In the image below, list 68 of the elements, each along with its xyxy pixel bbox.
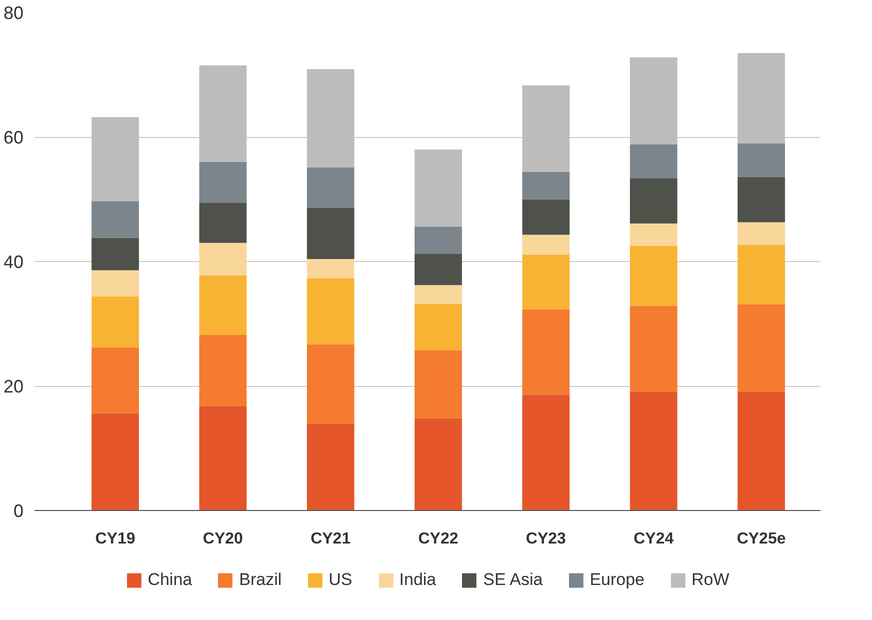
bar [306,344,354,424]
bar [738,143,785,177]
bar [92,296,139,348]
bar [630,57,678,144]
legend-label: India [399,570,436,590]
bar [414,304,462,351]
bar [738,52,785,144]
x-tick-label: CY22 [418,530,458,548]
bar [199,406,247,510]
bar [738,222,785,245]
x-tick-label: CY24 [634,530,674,548]
y-tick-label: 0 [13,501,24,521]
bar [306,69,354,168]
legend-label: RoW [692,570,730,590]
x-tick-label: CY20 [202,530,244,548]
bar [738,392,785,510]
x-tick-label: CY23 [526,530,566,548]
bar [92,201,139,238]
legend-label: US [328,570,352,590]
bar [92,347,139,414]
bar [522,172,570,200]
legend-label: Brazil [239,570,282,590]
bar [92,413,139,510]
bar [414,285,462,304]
bar [630,306,678,392]
bar [522,394,570,510]
bar [630,224,678,246]
bar [306,423,354,510]
y-tick-label: 80 [3,3,24,23]
bar [522,309,570,395]
bar [630,246,678,306]
bar [306,168,354,208]
bar [522,254,570,310]
bar [738,176,785,222]
bar [199,65,247,162]
bar [92,238,139,270]
bar [414,418,462,510]
bar [199,162,247,203]
x-tick-label: CY19 [95,530,136,548]
bar [199,242,247,276]
bar [522,85,570,172]
bar [92,117,139,202]
bar [199,334,247,406]
legend-label: Europe [590,570,645,590]
bar [414,149,462,227]
y-tick-label: 60 [3,128,24,148]
bar [199,202,247,243]
bar [306,259,354,278]
bar [414,254,462,286]
bar [630,144,678,178]
bar [92,270,139,296]
y-tick-label: 40 [3,252,24,272]
bar [306,278,354,344]
x-tick-label: CY21 [310,530,351,548]
bar [738,304,785,392]
legend-label: China [148,570,192,590]
legend-label: SE Asia [483,570,543,590]
bar [522,199,570,235]
bar [522,234,570,255]
bar [199,275,247,335]
bar [414,350,462,418]
bar [630,178,678,224]
x-tick-label: CY25e [736,530,786,548]
bar [414,226,462,254]
bar [306,208,354,260]
bar [738,244,785,304]
bar [630,392,678,510]
y-tick-label: 20 [3,376,24,396]
